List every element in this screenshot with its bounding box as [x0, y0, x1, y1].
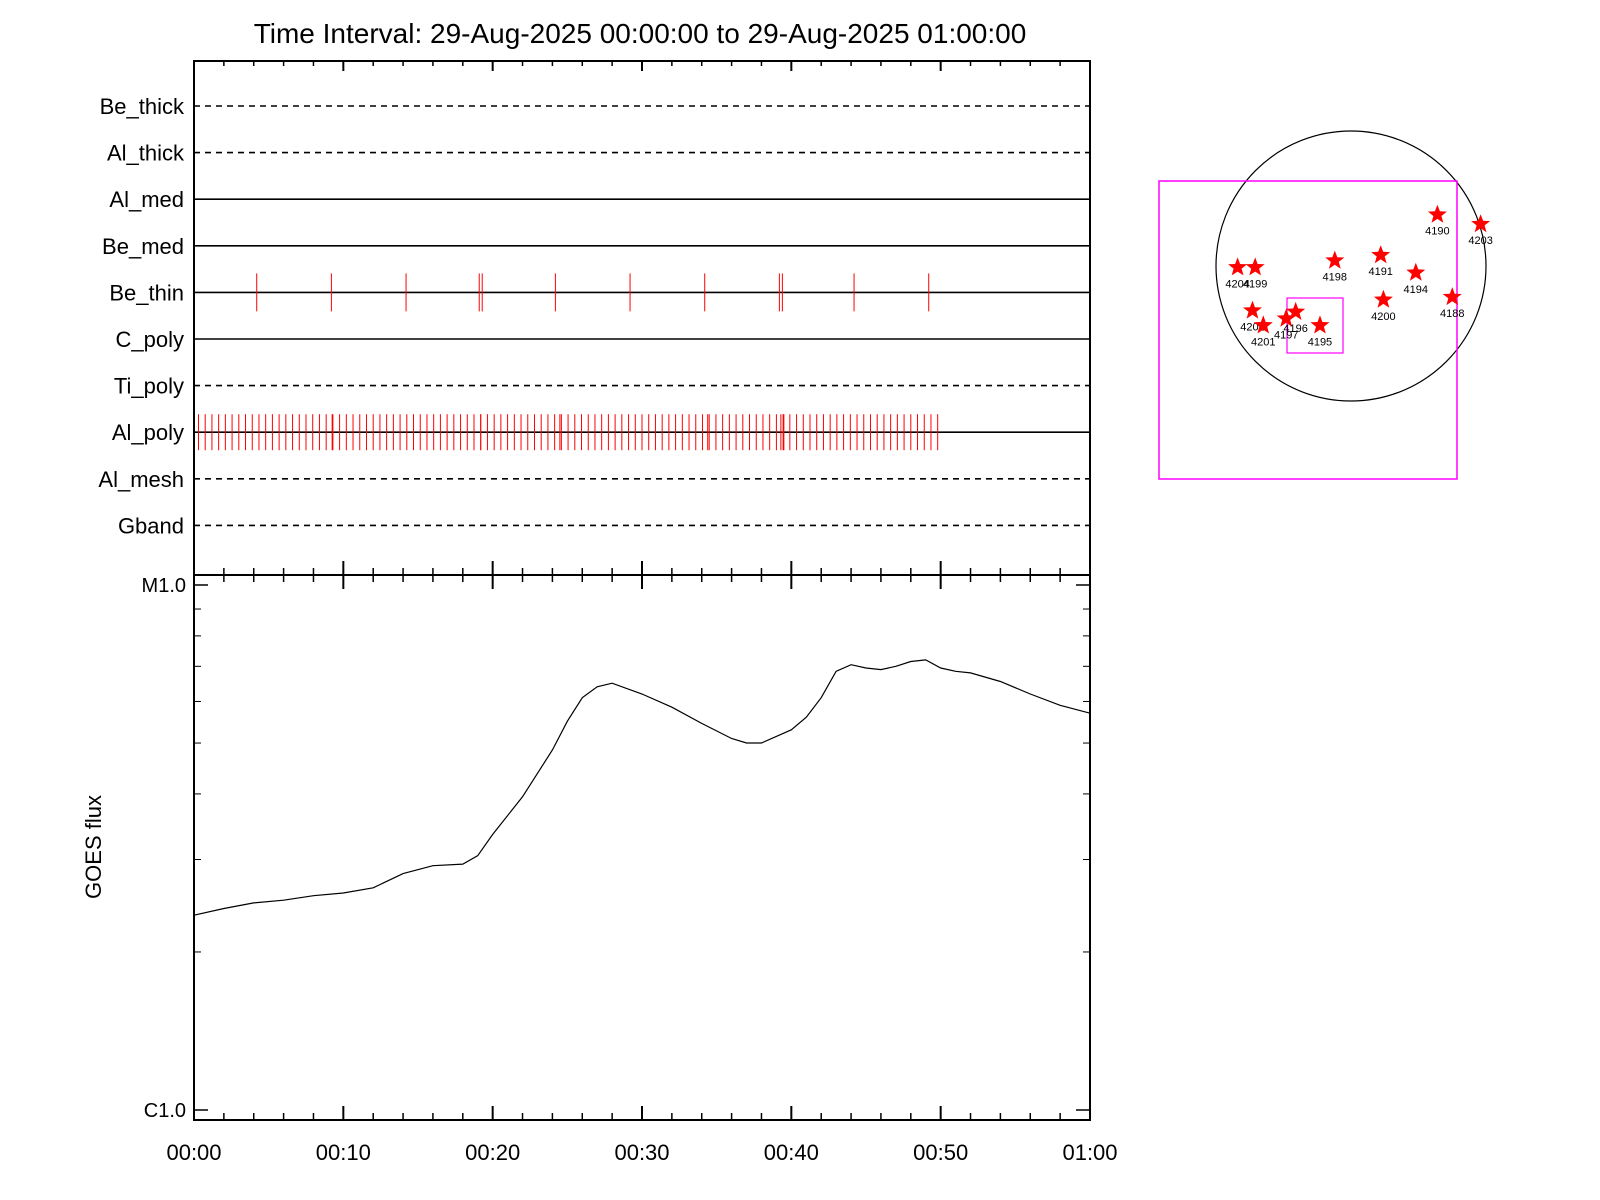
region-star-4203: [1471, 214, 1491, 233]
region-label-4199: 4199: [1243, 278, 1267, 290]
row-label-al_poly: Al_poly: [112, 420, 184, 445]
region-star-4195: [1310, 315, 1330, 334]
row-label-be_med: Be_med: [102, 234, 184, 259]
region-label-4197: 4197: [1274, 330, 1298, 342]
region-star-4190: [1427, 204, 1447, 223]
region-star-4200: [1373, 289, 1393, 308]
region-label-4200: 4200: [1371, 311, 1395, 323]
region-star-4202: [1242, 300, 1262, 319]
row-label-be_thin: Be_thin: [109, 280, 184, 305]
region-star-4188: [1442, 287, 1462, 306]
region-label-4195: 4195: [1308, 336, 1332, 348]
region-label-4204: 4204: [1225, 278, 1249, 290]
timeline-frame: [193, 60, 1091, 576]
goes-flux-line: [193, 659, 1091, 916]
flux-x-tick-label: 00:50: [913, 1140, 968, 1165]
flux-frame: [193, 574, 1091, 1121]
row-label-al_mesh: Al_mesh: [98, 467, 184, 492]
timeline-rows: Be_thick Al_thick Al_med Be_med Be_thin C_pol…: [98, 94, 1090, 538]
flux-y-tick-label: C1.0: [144, 1100, 186, 1122]
region-label-4188: 4188: [1440, 308, 1464, 320]
flux-y-axis-label: GOES flux: [81, 795, 106, 899]
region-label-4194: 4194: [1404, 284, 1428, 296]
chart-title: Time Interval: 29-Aug-2025 00:00:00 to 2…: [254, 18, 1027, 49]
region-star-4198: [1325, 250, 1345, 269]
region-label-4191: 4191: [1368, 266, 1392, 278]
region-star-4204: [1228, 257, 1248, 276]
timeline-ticks: [193, 61, 1091, 575]
row-label-al_med: Al_med: [109, 187, 184, 212]
flux-x-tick-label: 00:00: [166, 1140, 221, 1165]
flux-x-tick-label: 00:40: [764, 1140, 819, 1165]
region-star-4201: [1253, 315, 1273, 334]
timeline-panel: Be_thick Al_thick Al_med Be_med Be_thin C_pol…: [98, 60, 1091, 576]
solar-disk: [1215, 130, 1487, 402]
row-label-c_poly: C_poly: [116, 327, 184, 352]
row-label-al_thick: Al_thick: [107, 141, 185, 166]
flux-x-tick-label: 00:10: [316, 1140, 371, 1165]
flux-ticks: [193, 575, 1091, 1120]
region-star-4197: [1276, 308, 1296, 327]
row-label-gband: Gband: [118, 513, 184, 538]
row-label-ti_poly: Ti_poly: [114, 374, 184, 399]
region-label-4198: 4198: [1323, 272, 1347, 284]
row-label-be_thick: Be_thick: [100, 94, 185, 119]
region-label-4196: 4196: [1283, 323, 1307, 335]
flux-x-tick-label: 00:20: [465, 1140, 520, 1165]
region-label-4201: 4201: [1251, 336, 1275, 348]
region-star-4194: [1406, 262, 1426, 281]
field-of-view-box: [1158, 180, 1458, 480]
target-box: [1286, 297, 1344, 354]
flux-y-tick-labels: M1.0 C1.0: [142, 575, 186, 1122]
flux-x-tick-label: 01:00: [1062, 1140, 1117, 1165]
region-label-4190: 4190: [1425, 226, 1449, 238]
flux-y-tick-label: M1.0: [142, 575, 186, 597]
region-star-4191: [1371, 245, 1391, 264]
goes-flux-panel: M1.0C1.0 00:00 00:10 00:20 00:30 00:40 00:50 0…: [81, 574, 1118, 1165]
region-label-4203: 4203: [1468, 235, 1492, 247]
region-star-4196: [1286, 301, 1306, 320]
flux-x-tick-labels: 00:00 00:10 00:20 00:30 00:40 00:50 01:00: [166, 1140, 1117, 1165]
region-star-4199: [1245, 257, 1265, 276]
flux-x-tick-label: 00:30: [614, 1140, 669, 1165]
